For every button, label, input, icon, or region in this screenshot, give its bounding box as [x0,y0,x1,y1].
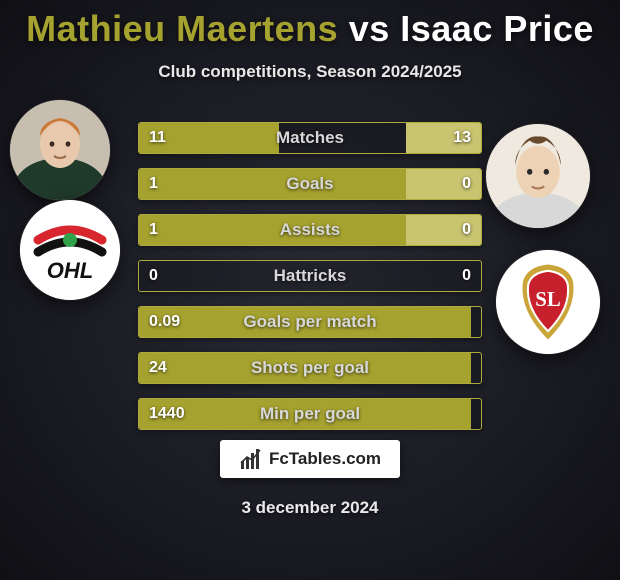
stat-value-left: 1 [149,169,158,199]
stat-bar-left [139,215,406,245]
fctables-text: FcTables.com [269,449,381,469]
stat-value-right: 0 [462,215,471,245]
stat-bar-left [139,169,406,199]
stat-value-left: 0 [149,261,158,291]
player2-avatar [486,124,590,228]
stat-label: Hattricks [139,261,481,291]
player2-name: Isaac Price [400,8,594,49]
svg-text:OHL: OHL [47,258,93,283]
stat-value-left: 1440 [149,399,185,429]
stat-row: Min per goal1440 [138,398,482,430]
vs-text: vs [349,8,390,49]
stat-value-left: 1 [149,215,158,245]
stat-value-left: 0.09 [149,307,180,337]
stat-value-right: 0 [462,169,471,199]
stat-row: Assists10 [138,214,482,246]
stat-value-right: 13 [453,123,471,153]
fctables-logo: FcTables.com [220,440,400,478]
comparison-title: Mathieu Maertens vs Isaac Price [0,0,620,50]
stat-value-right: 0 [462,261,471,291]
stat-bar-left [139,399,471,429]
player1-club-badge: OHL [20,200,120,300]
player1-avatar [10,100,110,200]
player1-name: Mathieu Maertens [26,8,338,49]
comparison-date: 3 december 2024 [0,498,620,518]
fctables-icon [239,447,263,471]
stat-value-left: 11 [149,123,166,153]
stats-comparison-chart: Matches1113Goals10Assists10Hattricks00Go… [138,122,482,444]
stat-row: Matches1113 [138,122,482,154]
player2-club-badge: SL [496,250,600,354]
stat-value-left: 24 [149,353,167,383]
stat-row: Shots per goal24 [138,352,482,384]
stat-row: Goals per match0.09 [138,306,482,338]
stat-bar-left [139,307,471,337]
stat-row: Hattricks0 0 [138,260,482,292]
stat-bar-left [139,353,471,383]
subtitle: Club competitions, Season 2024/2025 [0,62,620,82]
stat-row: Goals10 [138,168,482,200]
svg-text:SL: SL [535,288,560,311]
